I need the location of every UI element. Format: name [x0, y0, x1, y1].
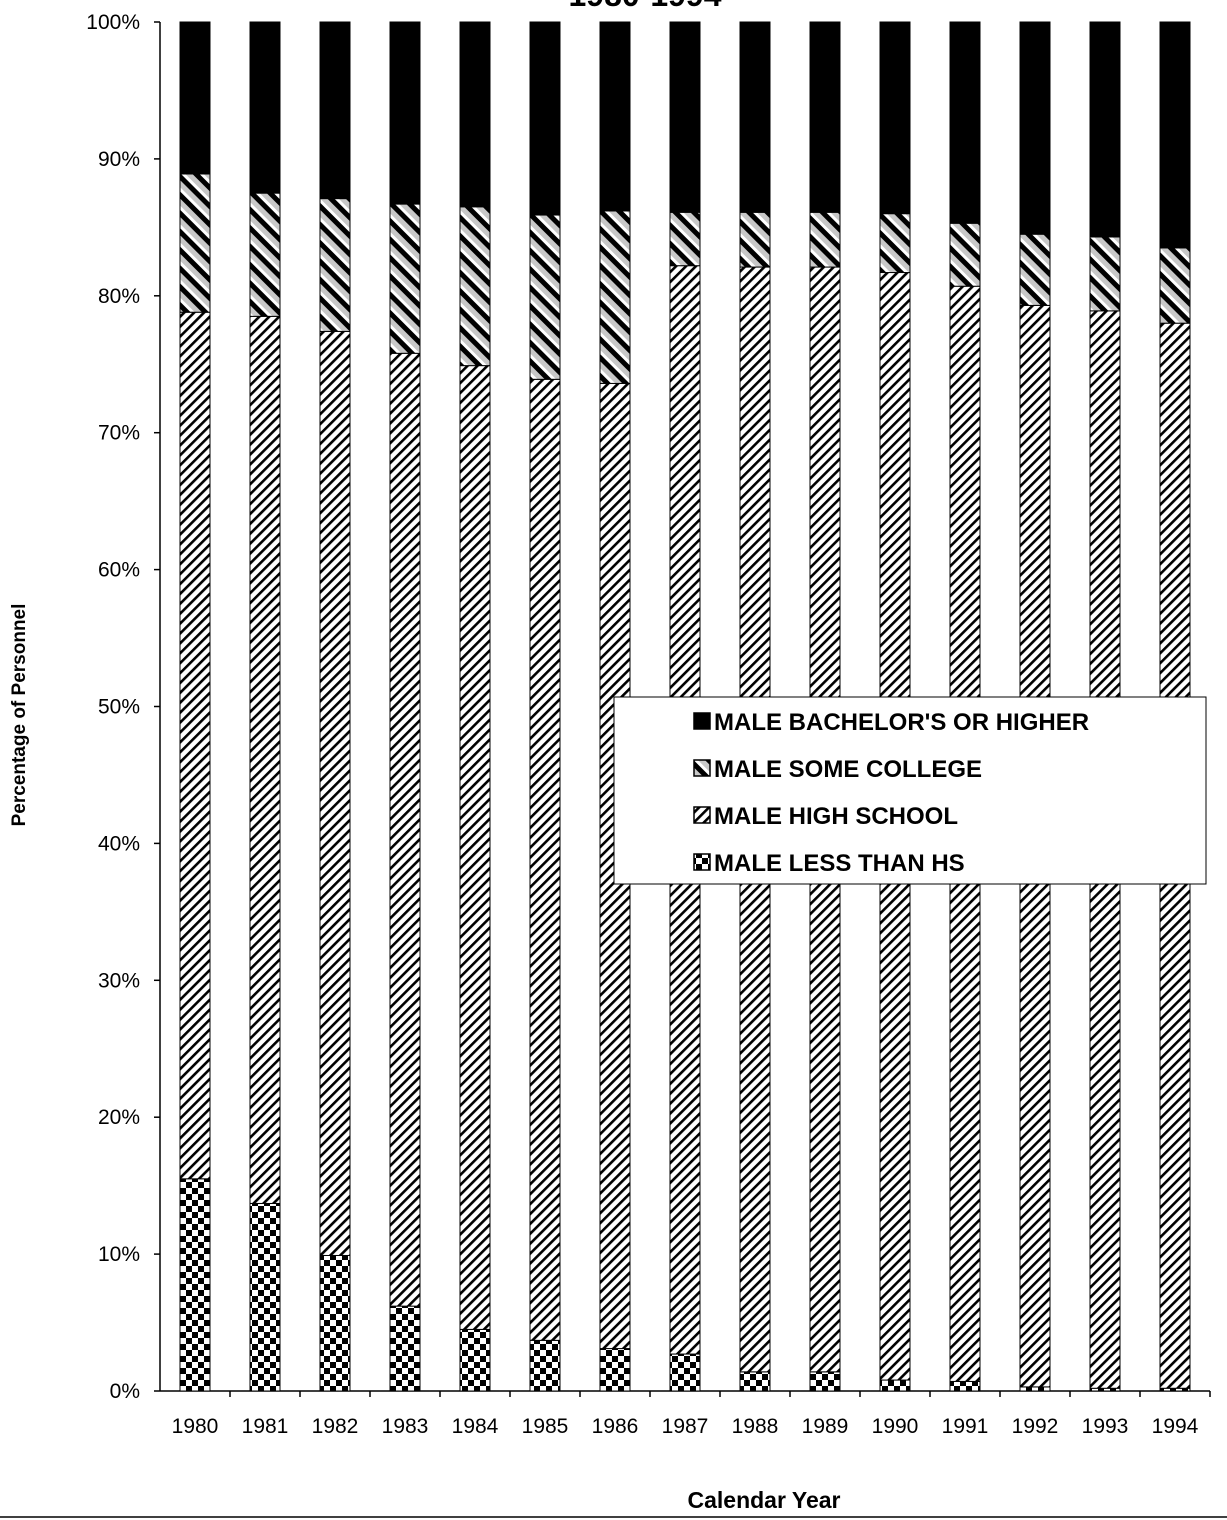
bar-segment [879, 213, 911, 274]
legend-label: MALE LESS THAN HS [714, 850, 965, 877]
bar-segment [1019, 233, 1051, 306]
x-tick-label: 1982 [312, 1415, 359, 1438]
bar-segment [809, 1371, 841, 1392]
bar-segment [459, 206, 491, 367]
x-tick-label: 1983 [382, 1415, 429, 1438]
bar-segment [739, 21, 771, 213]
bar-segment [669, 21, 701, 213]
bar-segment [949, 21, 981, 224]
bar-segment [459, 21, 491, 208]
bar-segment [739, 211, 771, 268]
bar-segment [529, 378, 561, 1341]
bar-segment [179, 173, 211, 313]
legend-label: MALE BACHELOR'S OR HIGHER [714, 709, 1089, 736]
bar-segment [949, 1380, 981, 1392]
bar-segment [459, 365, 491, 1330]
bar-segment [599, 21, 631, 212]
y-tick-label: 70% [98, 422, 140, 445]
bar-segment [319, 330, 351, 1256]
legend-swatch [693, 853, 711, 871]
bar-segment [319, 21, 351, 200]
bar-segment [669, 211, 701, 267]
x-axis-title: Calendar Year [687, 1487, 840, 1513]
bar-segment [529, 1339, 561, 1392]
x-tick-label: 1990 [872, 1415, 919, 1438]
legend-swatch [693, 759, 711, 777]
bar-segment [669, 1353, 701, 1392]
x-axis-ticks: 1980 1981 1982 1983 1984 1985 1986 1987 1988 1989… [172, 1391, 1211, 1438]
y-tick-label: 80% [98, 285, 140, 308]
y-tick-label: 10% [98, 1243, 140, 1266]
x-tick-label: 1987 [662, 1415, 709, 1438]
bar-segment [249, 315, 281, 1204]
bar-segment [739, 1371, 771, 1392]
y-tick-label: 20% [98, 1106, 140, 1129]
legend-swatch [693, 806, 711, 824]
y-tick-label: 50% [98, 696, 140, 719]
bar-segment [179, 311, 211, 1180]
bar-segment [529, 214, 561, 380]
x-tick-label: 1991 [942, 1415, 989, 1438]
x-tick-label: 1989 [802, 1415, 849, 1438]
bar-segment [949, 222, 981, 287]
x-tick-label: 1981 [242, 1415, 289, 1438]
bar-segment [249, 21, 281, 194]
bar-segment [529, 21, 561, 216]
legend-label: MALE SOME COLLEGE [714, 756, 982, 783]
y-tick-label: 30% [98, 969, 140, 992]
y-tick-label: 40% [98, 832, 140, 855]
legend-box [613, 696, 1207, 885]
bar-segment [1159, 21, 1191, 249]
legend: MALE BACHELOR'S OR HIGHER MALE SOME COLLE… [613, 696, 1207, 885]
y-tick-label: 90% [98, 148, 140, 171]
bar-segment [389, 1305, 421, 1392]
x-tick-label: 1994 [1152, 1415, 1199, 1438]
legend-label: MALE HIGH SCHOOL [714, 803, 958, 830]
bar-segment [599, 1348, 631, 1392]
x-tick-label: 1986 [592, 1415, 639, 1438]
y-tick-label: 100% [86, 11, 140, 34]
x-tick-label: 1980 [172, 1415, 219, 1438]
bar-segment [1019, 1386, 1051, 1392]
legend-swatch [693, 712, 711, 730]
y-tick-label: 0% [110, 1380, 140, 1403]
bar-segment [1159, 247, 1191, 324]
bar-segment [319, 1254, 351, 1392]
bar-segment [459, 1328, 491, 1392]
x-tick-label: 1985 [522, 1415, 569, 1438]
x-tick-label: 1993 [1082, 1415, 1129, 1438]
bar-segment [809, 211, 841, 268]
y-axis-title: Percentage of Personnel [9, 604, 30, 827]
bar-segment [1019, 21, 1051, 235]
bar-segment [389, 203, 421, 354]
x-tick-label: 1992 [1012, 1415, 1059, 1438]
y-axis-ticks: 0% 10% 20% 30% 40% 50% 60% 70% 80% 90% 100% [86, 11, 160, 1403]
x-tick-label: 1988 [732, 1415, 779, 1438]
bar-segment [249, 192, 281, 317]
bar-segment [389, 21, 421, 205]
bar-segment [1089, 21, 1121, 238]
bar-segment [389, 352, 421, 1307]
chart-title: 1980-1994 [568, 0, 721, 13]
bar-segment [879, 1379, 911, 1392]
bar-segment [1089, 236, 1121, 312]
bar-segment [249, 1202, 281, 1392]
bar-segment [319, 198, 351, 332]
bar-segment [179, 21, 211, 175]
bar-segment [809, 21, 841, 213]
y-tick-label: 60% [98, 559, 140, 582]
bar-segment [879, 21, 911, 215]
bar-segment [599, 210, 631, 384]
x-tick-label: 1984 [452, 1415, 499, 1438]
bar-segment [179, 1178, 211, 1392]
